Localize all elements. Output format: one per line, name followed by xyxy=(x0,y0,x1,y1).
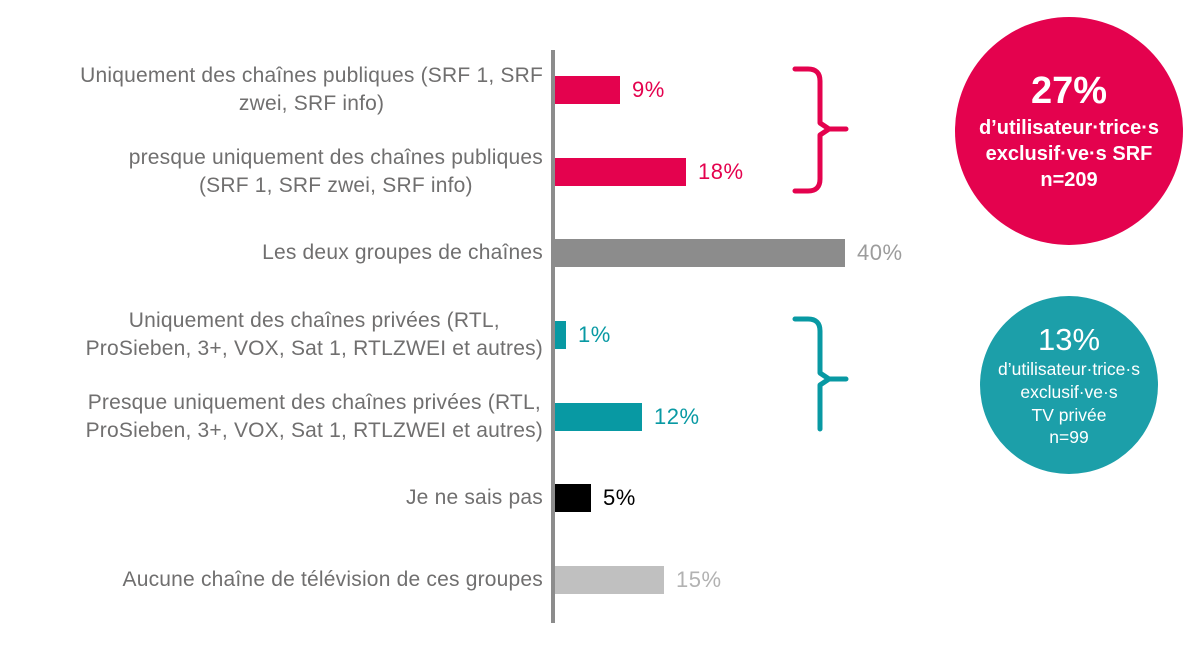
private-group-bracket-icon xyxy=(792,316,849,432)
value-label: 40% xyxy=(857,240,903,265)
private-badge-line: d’utilisateur·trice·s xyxy=(998,359,1140,380)
private-badge-value: 13% xyxy=(1037,321,1101,357)
category-label: Presque uniquement des chaînes privées (… xyxy=(85,391,543,442)
srf-badge-line: n=209 xyxy=(1040,168,1098,191)
bar xyxy=(555,484,591,512)
srf-badge-line: exclusif·ve·s SRF xyxy=(985,142,1153,165)
value-label: 12% xyxy=(654,404,700,429)
bar xyxy=(555,158,686,186)
value-label: 9% xyxy=(632,77,665,102)
private-badge-line: TV privée xyxy=(1031,404,1107,425)
bar xyxy=(555,566,664,594)
srf-badge-value: 27% xyxy=(1030,70,1108,113)
private-badge-line: n=99 xyxy=(1049,427,1089,448)
private-badge-line: exclusif·ve·s xyxy=(1020,381,1118,402)
value-label: 15% xyxy=(676,567,722,592)
category-label: Uniquement des chaînes publiques (SRF 1,… xyxy=(80,64,543,115)
category-label: Aucune chaîne de télévision de ces group… xyxy=(122,568,543,592)
category-label: Je ne sais pas xyxy=(405,486,543,510)
srf-badge-line: d’utilisateur·trice·s xyxy=(978,116,1160,139)
value-label: 1% xyxy=(578,322,611,347)
bar xyxy=(555,76,620,104)
bar xyxy=(555,403,642,431)
bar xyxy=(555,239,845,267)
srf-exclusive-users-badge: 27% d’utilisateur·trice·s exclusif·ve·s … xyxy=(955,17,1183,245)
axis-line xyxy=(551,50,555,623)
srf-group-bracket-icon xyxy=(792,66,849,194)
category-label: Les deux groupes de chaînes xyxy=(262,241,543,265)
value-label: 5% xyxy=(603,485,636,510)
private-tv-exclusive-users-badge: 13% d’utilisateur·trice·s exclusif·ve·s … xyxy=(980,296,1158,474)
value-label: 18% xyxy=(698,159,744,184)
bar xyxy=(555,321,566,349)
category-label: presque uniquement des chaînes publiques… xyxy=(128,146,543,197)
category-label: Uniquement des chaînes privées (RTL, Pro… xyxy=(85,309,543,360)
